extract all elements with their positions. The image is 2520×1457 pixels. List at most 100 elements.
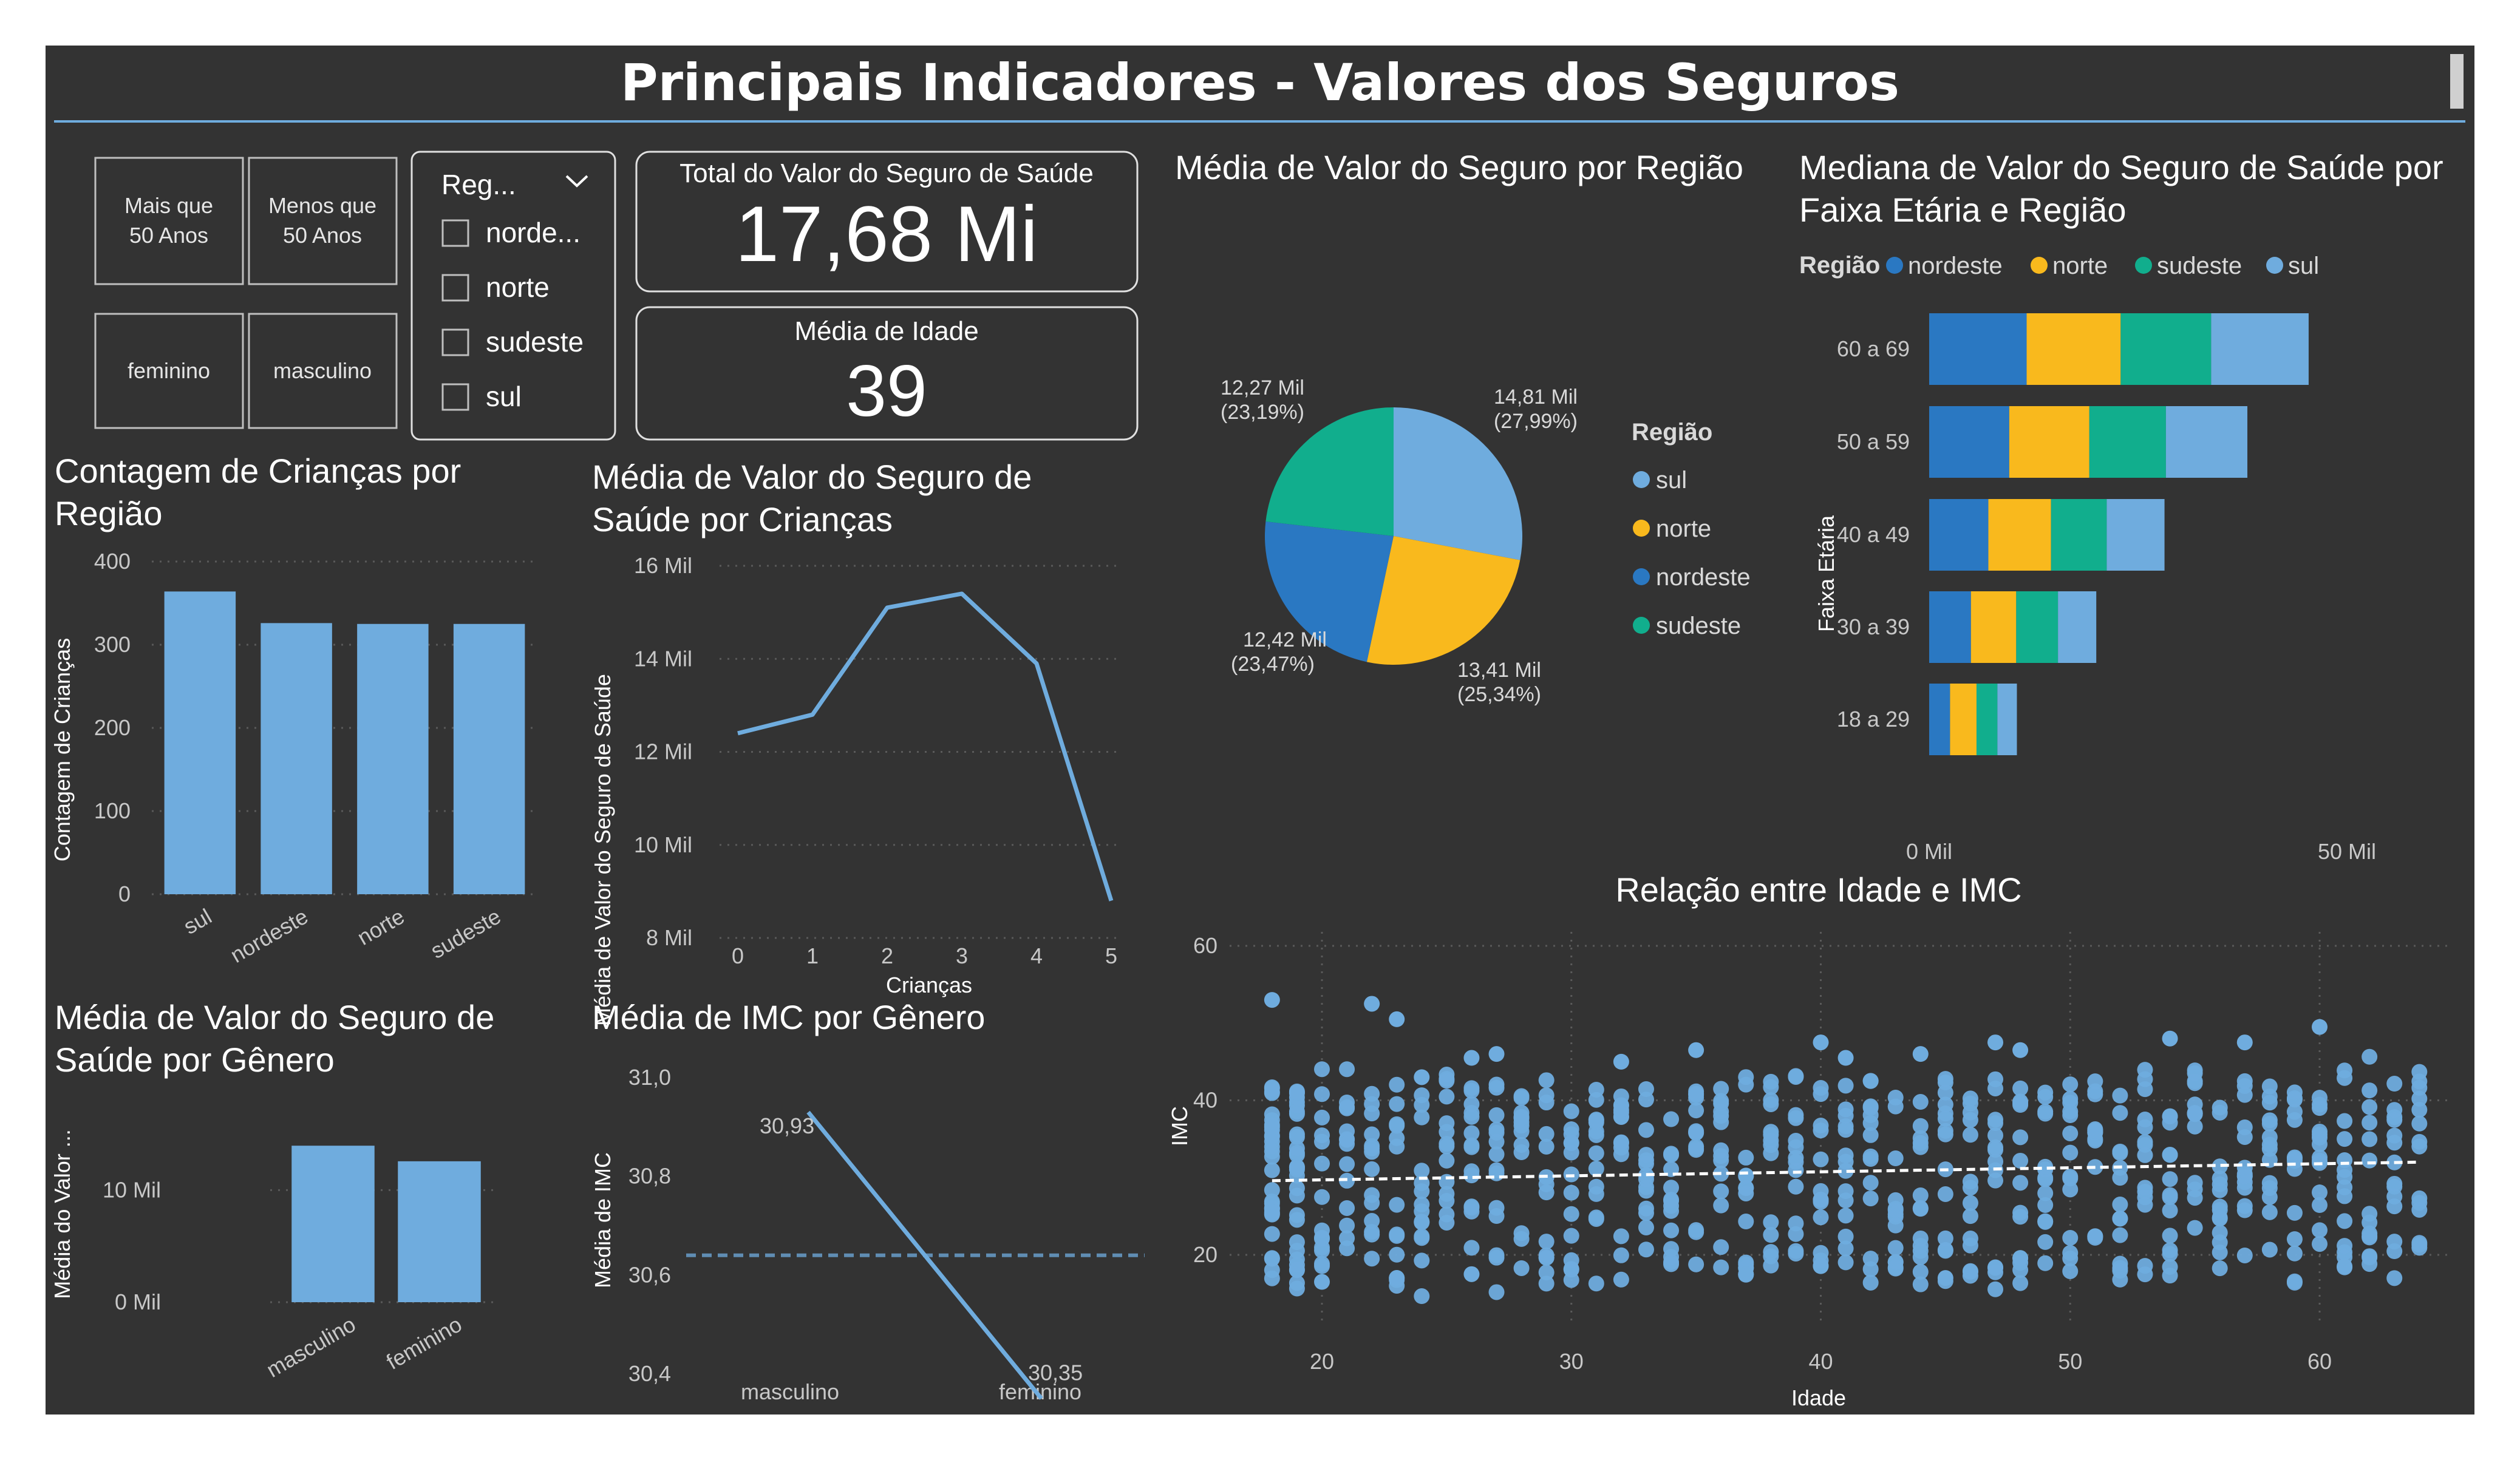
filter-button-mais-50[interactable]: Mais que 50 Anos [94,157,244,285]
x-tick-label: 4 [1030,943,1043,968]
scatter-point [2386,1127,2403,1144]
scatter-point [2187,1190,2203,1206]
checkbox[interactable] [441,383,469,411]
scatter-point [1289,1159,1305,1175]
scatter-point [2236,1034,2253,1051]
scatter-point [1538,1234,1555,1250]
chart-title: Média de Valor do Seguro de [55,998,494,1036]
scatter-point [1364,1144,1380,1160]
chart-seguro-criancas: Média de Valor do Seguro de Saúde por Cr… [590,458,1120,1026]
scatter-point [1738,1185,1754,1201]
scatter-point [1314,1086,1330,1102]
scatter-point [1713,1239,1729,1255]
scatter-point [1887,1150,1904,1167]
button-label: feminino [128,358,210,383]
scatter-point [1763,1132,1779,1149]
scatter-point [1788,1178,1804,1195]
scatter-point [1713,1104,1729,1120]
scatter-point [1638,1219,1654,1235]
scatter-point [1713,1152,1729,1169]
chevron-down-icon[interactable] [565,175,588,188]
button-label: 50 Anos [129,223,208,248]
scatter-point [1862,1251,1879,1267]
scatter-point [1314,1189,1330,1205]
scatter-point [1264,1251,1280,1267]
scatter-point [1688,1123,1704,1139]
scatter-point [2012,1204,2029,1221]
scatter-point [1862,1148,1879,1164]
chart-criancas-regiao: Contagem de Crianças por Região Contagem… [50,452,537,968]
scatter-point [1389,1197,1405,1213]
scatter-point [1364,1085,1380,1102]
scatter-point [2337,1258,2353,1275]
y-axis-title: Faixa Etária [1814,515,1839,632]
scatter-point [2037,1255,2054,1271]
slicer-item-nordeste[interactable]: norde... [441,217,581,248]
scatter-point [1763,1073,1779,1090]
scatter-point [1912,1201,1929,1217]
scatter-point [2012,1175,2029,1191]
scatter-point [1264,1106,1280,1122]
scatter-point [2212,1224,2228,1241]
bar [261,623,332,894]
scatter-point [2062,1229,2079,1246]
filter-button-masculino[interactable]: masculino [248,313,398,429]
scatter-point [1538,1072,1555,1089]
scatter-point [2236,1129,2253,1145]
scatter-point [1738,1167,1754,1184]
checkbox[interactable] [441,328,469,356]
x-tick-label: feminino [382,1311,466,1374]
y-tick-label: 30 a 39 [1837,614,1910,639]
scatter-point [2312,1222,2328,1238]
scatter-point [2012,1129,2029,1146]
scatter-point [1538,1275,1555,1292]
scatter-point [1638,1152,1654,1169]
chart-title: Média de Valor do Seguro de [592,458,1032,496]
button-label: 50 Anos [283,223,362,248]
scatter-point [1937,1096,1953,1113]
bar-segment-nordeste [1929,406,2009,478]
scatter-point [1339,1099,1355,1115]
slicer-item-norte[interactable]: norte [441,271,550,303]
scatter-point [1688,1224,1704,1240]
scatter-point [2236,1087,2253,1103]
scatter-point [2037,1185,2054,1201]
scatter-point [2062,1095,2079,1111]
slicer-title: Reg... [441,169,516,200]
filter-button-feminino[interactable]: feminino [94,313,244,429]
x-tick-label: 0 [732,943,744,968]
x-tick-label: nordeste [226,903,312,968]
scatter-point [1862,1115,1879,1131]
scatter-point [1663,1146,1680,1162]
scrollbar[interactable] [2450,54,2464,109]
slicer-item-sul[interactable]: sul [441,381,522,412]
scatter-point [1364,1213,1380,1229]
slicer-item-sudeste[interactable]: sudeste [441,326,584,358]
scatter-point [1389,1270,1405,1286]
legend-marker [1633,617,1650,634]
checkbox[interactable] [441,274,469,302]
scatter-point [2362,1256,2378,1272]
scatter-point [1688,1256,1704,1272]
scatter-point [1488,1284,1505,1300]
scatter-point [1389,1076,1405,1093]
scatter-point [1463,1082,1480,1099]
checkbox[interactable] [441,219,469,247]
y-tick-label: 50 a 59 [1837,429,1910,454]
y-tick-label: 31,0 [628,1065,671,1090]
x-tick-label: 50 [2058,1349,2082,1374]
scatter-point [1912,1276,1929,1292]
filter-button-menos-50[interactable]: Menos que 50 Anos [248,157,398,285]
scatter-point [1837,1050,1854,1066]
scatter-point [1264,1085,1280,1101]
scatter-point [1962,1104,1978,1121]
scatter-point [1439,1152,1455,1169]
scatter-point [1912,1046,1929,1062]
scatter-point [1264,1270,1280,1286]
card-value: 17,68 Mi [735,189,1038,278]
card-title: Total do Valor do Seguro de Saúde [679,158,1094,188]
legend-label: norte [1656,515,1711,542]
scatter-point [1314,1255,1330,1272]
scatter-point [2137,1183,2153,1200]
scatter-point [1264,1143,1280,1160]
